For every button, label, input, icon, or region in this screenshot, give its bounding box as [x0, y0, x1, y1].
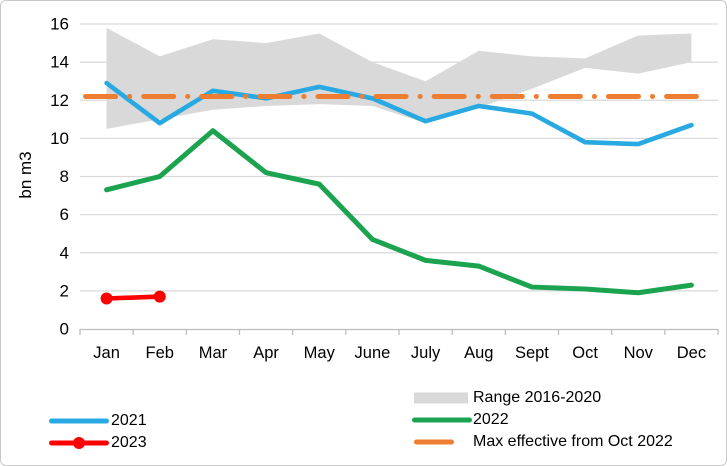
legend-label-max-effective: Max effective from Oct 2022: [473, 432, 673, 450]
legend-swatch-2021: [49, 412, 111, 429]
legend-swatch-2023: [49, 434, 111, 451]
x-tick-label-sept: Sept: [515, 344, 549, 362]
legend-swatch-max-effective: [414, 433, 473, 450]
series-range-band: [106, 27, 692, 129]
x-tick-label-apr: Apr: [253, 344, 279, 362]
x-tick-label-feb: Feb: [146, 344, 174, 362]
series-line-2023: [104, 294, 163, 301]
y-tick-label-8: 8: [60, 167, 69, 186]
y-tick-label-2: 2: [60, 281, 69, 300]
legend-item-2023: 2023: [49, 434, 147, 451]
legend-label-2023: 2023: [111, 433, 147, 451]
x-tick-label-jan: Jan: [93, 344, 120, 362]
series-line-2022: [104, 128, 694, 296]
y-tick-label-0: 0: [60, 320, 69, 339]
y-tick-label-16: 16: [50, 15, 69, 34]
x-tick-label-may: May: [304, 344, 336, 362]
x-tick-label-oct: Oct: [572, 344, 598, 362]
y-tick-label-10: 10: [50, 129, 69, 148]
legend-item-2022: 2022: [412, 411, 509, 428]
legend-label-2021: 2021: [111, 411, 147, 429]
x-tick-label-aug: Aug: [464, 344, 493, 362]
y-tick-label-4: 4: [60, 243, 69, 262]
legend-item-max-effective: Max effective from Oct 2022: [414, 433, 673, 450]
y-tick-label-12: 12: [50, 91, 69, 110]
y-tick-label-14: 14: [50, 53, 69, 72]
y-axis-title: bn m3: [16, 151, 35, 199]
y-tick-label-6: 6: [60, 205, 69, 224]
legend-swatch-range-2016-2020: [414, 389, 473, 406]
legend-label-range-2016-2020: Range 2016-2020: [473, 388, 602, 406]
series-2023-marker: [153, 290, 166, 303]
legend-item-2021: 2021: [49, 412, 147, 429]
x-tick-label-mar: Mar: [199, 344, 228, 362]
x-tick-label-dec: Dec: [677, 344, 706, 362]
legend-swatch-2022: [412, 411, 473, 428]
legend-item-range-2016-2020: Range 2016-2020: [414, 389, 601, 406]
series-2023-marker: [100, 292, 113, 305]
x-tick-label-july: July: [411, 344, 441, 362]
legend-label-2022: 2022: [473, 410, 509, 428]
x-tick-label-june: June: [355, 344, 391, 362]
x-tick-label-nov: Nov: [624, 344, 654, 362]
